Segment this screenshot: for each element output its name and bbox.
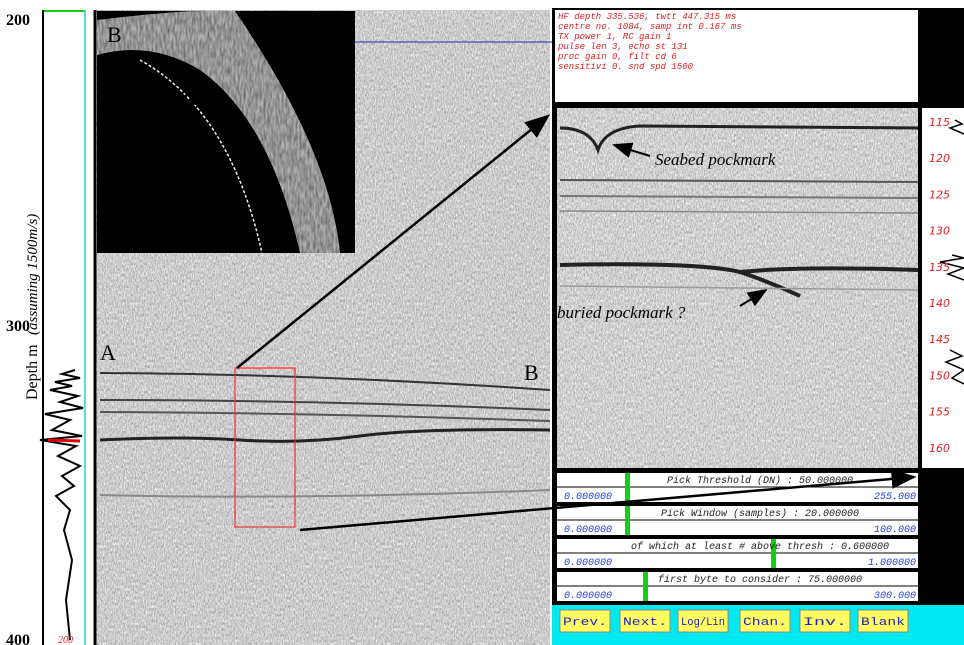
scale-label: 150 (929, 369, 950, 382)
header-line: pulse len 3, echo st 131 (557, 42, 688, 52)
scale-label: 155 (929, 406, 950, 419)
slider-min: 0.000000 (564, 525, 612, 536)
slider-label: first byte to consider : 75.000000 (658, 574, 862, 586)
slider-knob[interactable] (625, 506, 630, 535)
header-line: proc gain 0, filt cd 6 (557, 52, 677, 62)
slider-knob[interactable] (643, 572, 648, 601)
depth-tick: 400 (6, 632, 30, 645)
slider-max: 300.000 (874, 591, 916, 602)
button-label[interactable]: Log/Lin (681, 617, 725, 629)
inset-label: A (180, 85, 196, 110)
section-label: A (100, 340, 116, 365)
header-line: TX power 1, RC gain 1 (558, 32, 671, 42)
header-line: HF depth 335.536, twtt 447.315 ms (558, 12, 736, 22)
section-label: B (524, 360, 539, 385)
slider-label: Pick Window (samples) : 20.000000 (661, 508, 859, 520)
button-label[interactable]: Prev. (563, 617, 607, 629)
slider-min: 0.000000 (564, 591, 612, 602)
annotation: buried pockmark ? (557, 303, 686, 322)
scale-label: 140 (929, 297, 950, 310)
slider-max: 1.000000 (868, 558, 916, 569)
trace-label: 200 (58, 635, 73, 645)
slider-max: 255.000 (874, 492, 916, 503)
header-line: sensitivi 0. snd spd 1500 (558, 62, 694, 72)
button-label[interactable]: Inv. (803, 617, 847, 629)
slider-knob[interactable] (625, 473, 630, 502)
scale-label: 115 (929, 116, 950, 129)
trace (40, 370, 83, 640)
button-label[interactable]: Blank (861, 617, 906, 629)
scale-label: 120 (929, 152, 950, 165)
annotation: Seabed pockmark (655, 150, 776, 169)
inset-label: B (107, 22, 122, 47)
axis-title: Depth m (24, 344, 41, 400)
screen: 200 300 400 Depth m (assuming 1500m/s) 2… (0, 0, 964, 645)
scale-label: 125 (929, 188, 950, 201)
scale-label: 145 (929, 333, 950, 346)
scale-label: 160 (929, 442, 950, 455)
slider-min: 0.000000 (564, 558, 612, 569)
depth-tick: 200 (6, 12, 30, 29)
button-label[interactable]: Next. (623, 617, 667, 629)
trace-pick (48, 440, 80, 441)
page: 200 300 400 Depth m (assuming 1500m/s) 2… (0, 0, 964, 645)
slider-label: of which at least # above thresh : 0.600… (631, 541, 889, 553)
header-line: centre no. 1084, samp int 0.167 ms (558, 22, 742, 32)
scale-label: 130 (929, 225, 950, 238)
slider-max: 100.000 (874, 525, 916, 536)
axis-subtitle: (assuming 1500m/s) (25, 214, 41, 335)
button-label[interactable]: Chan. (743, 617, 787, 629)
scale-label: 135 (929, 261, 950, 274)
slider-min: 0.000000 (564, 492, 612, 503)
